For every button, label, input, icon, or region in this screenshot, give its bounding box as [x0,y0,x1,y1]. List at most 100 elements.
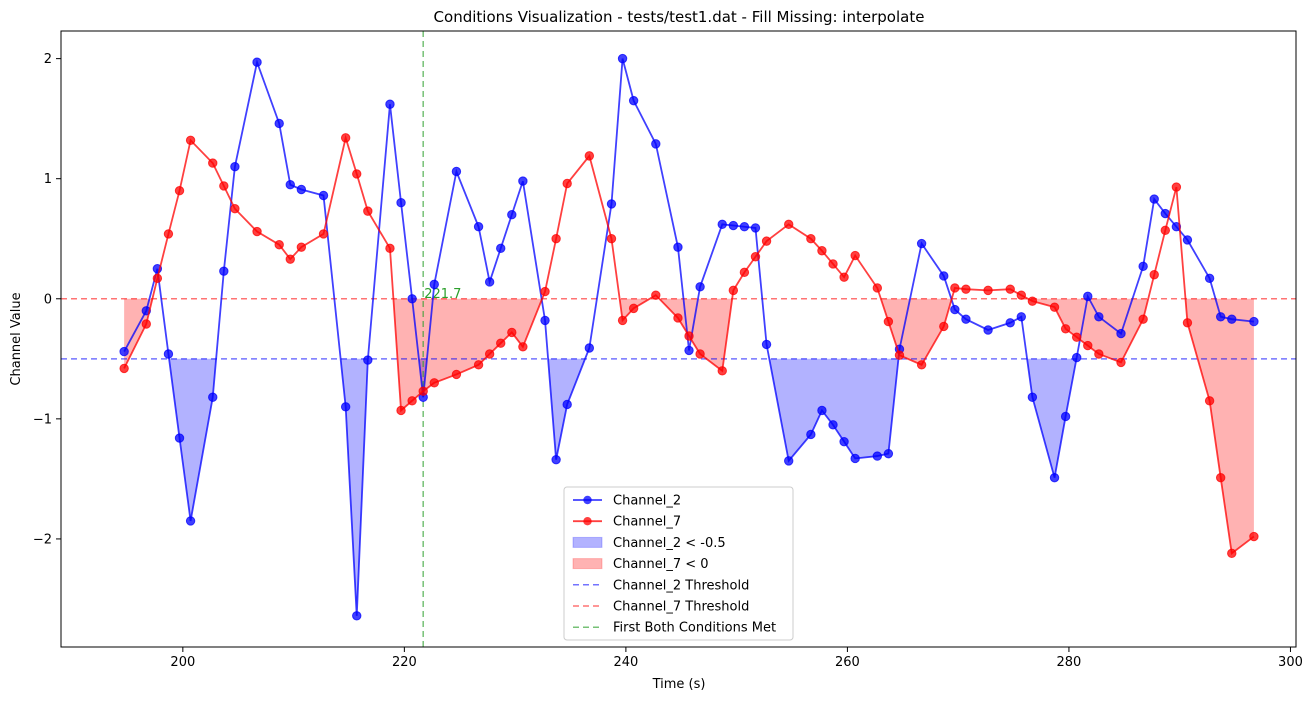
point-channel-7 [950,283,960,293]
point-channel-2 [1060,411,1071,422]
point-channel-7 [628,303,639,314]
point-channel-7 [1249,531,1259,542]
point-channel-7 [939,321,949,332]
point-channel-2 [1204,273,1215,284]
fill-region-channel-2 [548,358,586,460]
point-channel-2 [551,454,561,465]
series-lines [119,53,1259,621]
point-channel-7 [562,178,572,189]
point-channel-2 [728,220,739,231]
point-channel-2 [318,190,329,201]
point-channel-7 [1182,318,1193,328]
point-channel-2 [1249,316,1259,327]
point-channel-2 [174,433,185,443]
point-channel-2 [1182,235,1193,245]
point-channel-7 [518,342,528,352]
y-tick-label: 2 [44,52,52,67]
point-channel-2 [673,242,683,252]
point-channel-7 [551,234,561,244]
axes: 200 220 240 260 280 300 −2 −1 0 1 2 [33,30,1303,670]
point-channel-7 [739,267,750,278]
point-channel-2 [684,345,694,356]
point-channel-2 [352,611,362,621]
point-channel-7 [540,286,550,297]
legend-box [563,486,794,641]
point-channel-7 [1160,225,1171,236]
point-channel-2 [163,349,174,359]
point-channel-7 [451,369,462,380]
point-channel-2 [828,420,838,430]
point-channel-2 [1071,352,1082,363]
point-channel-2 [695,282,705,292]
point-channel-2 [363,355,373,365]
legend-label: Channel_2 [613,494,681,509]
point-channel-7 [274,240,284,250]
point-channel-7 [363,206,373,216]
point-channel-7 [252,226,262,237]
point-channel-7 [1071,332,1082,342]
point-channel-7 [617,315,628,326]
point-channel-7 [695,349,705,359]
point-channel-2 [1016,312,1027,322]
point-channel-7 [1049,302,1060,312]
point-channel-2 [617,53,628,64]
point-channel-7 [119,363,129,374]
point-channel-7 [174,186,185,196]
point-channel-7 [750,252,761,262]
point-channel-2 [518,176,528,186]
legend-marker-swatch [583,517,592,526]
point-channel-7 [894,350,905,360]
point-channel-7 [883,316,894,327]
legend-label: Channel_7 < 0 [613,557,709,572]
point-channel-7 [396,405,406,416]
point-channel-2 [562,399,572,410]
point-channel-7 [385,243,395,254]
legend-fill-swatch [572,558,603,570]
point-channel-2 [230,161,240,172]
plot-frame [60,30,1297,648]
point-channel-2 [916,238,927,249]
point-channel-2 [507,210,517,220]
point-channel-2 [1083,291,1093,302]
point-channel-7 [784,219,794,230]
threshold-lines [61,298,1296,360]
point-channel-7 [817,246,827,256]
point-channel-7 [1204,396,1215,406]
point-channel-7 [673,313,683,323]
point-channel-7 [717,366,727,376]
y-tick-label: −1 [33,412,52,427]
point-channel-2 [1149,194,1159,204]
legend-label: Channel_7 [613,515,681,530]
point-channel-2 [208,392,218,402]
point-channel-2 [396,198,406,208]
point-channel-7 [828,259,838,269]
point-channel-7 [651,290,661,300]
point-channel-2 [717,219,727,230]
point-channel-7 [219,181,229,191]
point-channel-7 [1083,340,1093,351]
point-channel-2 [628,95,639,106]
x-tick-label: 200 [170,655,195,670]
point-channel-7 [850,250,860,261]
point-channel-7 [208,158,218,168]
point-channel-7 [1060,324,1071,334]
chart-title: Conditions Visualization - tests/test1.d… [434,8,925,26]
point-channel-2 [1171,222,1182,232]
point-channel-7 [983,285,993,296]
point-channel-2 [839,436,849,447]
point-channel-7 [684,331,694,341]
fill-region-channel-2 [169,358,217,521]
point-channel-7 [318,229,329,239]
point-channel-2 [761,339,772,350]
point-channel-7 [1138,314,1148,324]
point-channel-7 [418,386,428,396]
point-channel-7 [496,338,506,348]
point-channel-2 [1116,328,1126,339]
point-channel-2 [739,222,750,232]
point-channel-2 [252,57,262,67]
legend-label: Channel_7 Threshold [613,600,749,615]
point-channel-7 [407,396,417,406]
point-channel-7 [916,360,927,370]
series-line-channel-7 [123,134,1255,555]
point-channel-7 [429,378,439,388]
